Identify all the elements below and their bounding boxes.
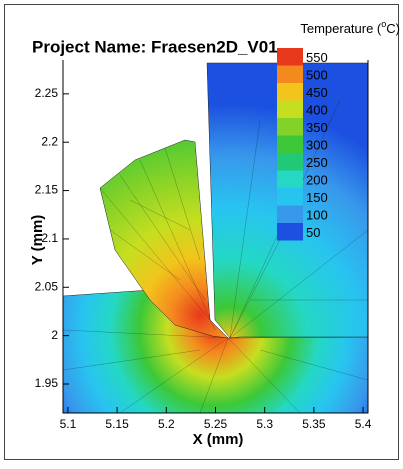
page: {"chart_data": { "type": "contour", "tit… [0,0,403,464]
x-tick-label: 5.3 [256,417,273,431]
chart: Project Name: Fraesen2D_V01 X (mm) Y (mm… [0,0,403,464]
colorbar-swatch [277,171,303,189]
x-axis-label: X (mm) [193,431,244,448]
colorbar-swatch [277,48,303,66]
colorbar-swatch [277,83,303,101]
chart-title: Project Name: Fraesen2D_V01 [32,37,278,56]
colorbar-label: 350 [306,120,328,135]
colorbar-label: 550 [306,50,328,65]
colorbar-label: Temperature (oC) [300,19,400,36]
colorbar-label: 400 [306,103,328,118]
colorbar-label-part: Temperature ( [300,21,382,36]
colorbar-swatch [277,188,303,206]
colorbar-swatch [277,153,303,171]
colorbar-swatch [277,101,303,119]
colorbar-label: 300 [306,138,328,153]
x-tick-label: 5.2 [158,417,175,431]
x-tick-label: 5.15 [105,417,129,431]
colorbar-label: 150 [306,190,328,205]
colorbar-swatch [277,118,303,136]
y-tick-label: 2.15 [35,183,59,197]
colorbar-label-part: C) [386,21,400,36]
y-tick-label: 2 [51,328,58,342]
y-tick-label: 2.25 [35,86,59,100]
colorbar-label: 200 [306,173,328,188]
x-tick-label: 5.4 [355,417,372,431]
colorbar-label: 250 [306,155,328,170]
x-tick-label: 5.25 [204,417,228,431]
y-tick-label: 2.2 [41,134,58,148]
y-tick-label: 2.05 [35,279,59,293]
colorbar-label: 100 [306,208,328,223]
colorbar-swatch [277,66,303,84]
x-tick-label: 5.35 [302,417,326,431]
colorbar-swatch [277,136,303,154]
colorbar-swatch [277,223,303,241]
x-tick-label: 5.1 [60,417,77,431]
colorbar-label: 500 [306,68,328,83]
colorbar-label: 450 [306,85,328,100]
colorbar-label: 50 [306,225,320,240]
colorbar-swatch [277,206,303,224]
y-tick-label: 2.1 [41,231,58,245]
y-tick-label: 1.95 [35,376,59,390]
